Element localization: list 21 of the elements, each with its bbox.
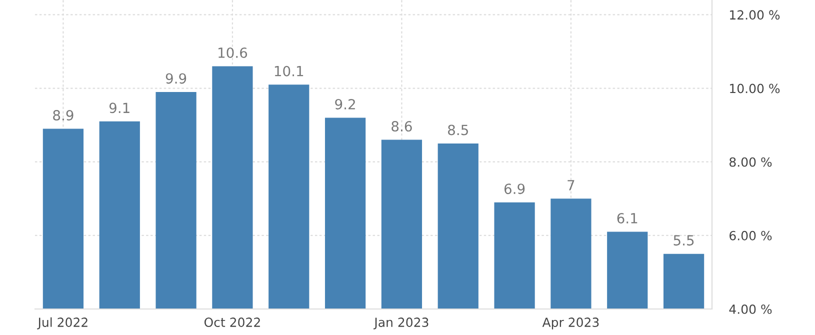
x-tick-label: Jul 2022 <box>37 317 88 330</box>
y-tick-label: 8.00 % <box>730 157 772 167</box>
data-label: 8.6 <box>392 121 412 132</box>
y-tick-label: 4.00 % <box>729 304 772 314</box>
data-label: 8.5 <box>448 124 468 136</box>
y-tick-label: 12.00 % <box>730 10 780 20</box>
data-label: 9.2 <box>335 98 355 110</box>
data-label: 9.9 <box>166 73 186 84</box>
x-tick-label: Jan 2023 <box>374 318 428 330</box>
data-label: 6.9 <box>504 184 525 194</box>
data-label: 6.1 <box>617 213 638 224</box>
x-tick-label: Oct 2022 <box>204 318 260 328</box>
data-label: 10.6 <box>218 47 248 58</box>
x-tick-label: Apr 2023 <box>542 318 599 330</box>
y-tick-label: 6.00 % <box>730 230 772 240</box>
data-label: 8.9 <box>53 110 74 121</box>
data-label: 5.5 <box>674 235 694 246</box>
data-label: 10.1 <box>274 66 304 76</box>
data-label: 9.1 <box>109 102 130 114</box>
y-tick-label: 10.00 % <box>730 84 780 94</box>
data-label: 7 <box>568 180 574 190</box>
